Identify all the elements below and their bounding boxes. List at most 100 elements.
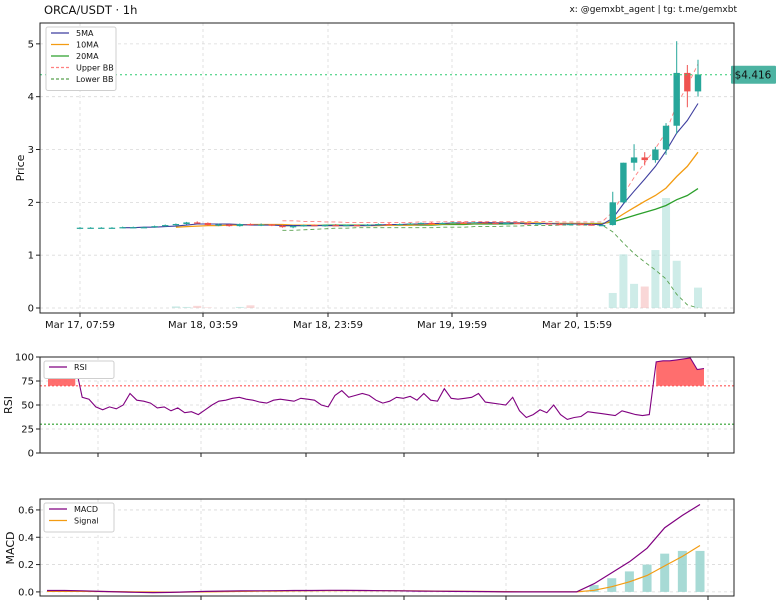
price-axis-label: Price (14, 154, 27, 181)
volume-bar (608, 292, 617, 308)
legend-label: Upper BB (76, 64, 114, 73)
candle-body (588, 224, 595, 226)
volume-bar (193, 305, 202, 308)
candle-body (311, 225, 318, 227)
macd-axis-label: MACD (4, 532, 17, 565)
y-tick-label: 5 (28, 39, 34, 50)
volume-bar (246, 305, 255, 308)
legend-box (43, 360, 115, 379)
candle-body (694, 74, 702, 92)
y-tick-label: 100 (15, 353, 34, 364)
candle-body (545, 223, 553, 225)
y-tick-label: 50 (21, 401, 34, 412)
price-badge (731, 65, 776, 84)
candle-body (407, 223, 414, 225)
volume-bar (694, 287, 702, 308)
macd-histogram-bar (695, 550, 705, 592)
candle-body (503, 222, 510, 225)
candle-body (183, 222, 190, 224)
candle-body (652, 149, 659, 161)
candle-body (609, 202, 616, 226)
candle-body (524, 223, 531, 225)
volume-bar (672, 260, 681, 308)
candle-body (279, 225, 286, 228)
volume-bar (630, 283, 639, 308)
candle-body (630, 157, 638, 163)
y-tick-label: 0 (28, 304, 34, 315)
y-tick-label: 75 (21, 377, 34, 388)
candle-body (332, 225, 339, 227)
legend-label: 10MA (76, 41, 99, 50)
candle-body (98, 227, 105, 229)
candle-body (172, 224, 180, 226)
candle-body (247, 224, 254, 226)
volume-bar (203, 307, 212, 308)
candle-body (76, 227, 84, 229)
y-tick-label: 3 (28, 145, 34, 156)
candle-body (428, 222, 435, 225)
rsi-axis-label: RSI (2, 396, 15, 414)
y-tick-label: 2 (28, 198, 34, 209)
candle-body (225, 224, 233, 227)
rsi-overbought-fill (656, 358, 704, 386)
macd-histogram-bar (607, 578, 617, 592)
rsi-legend: RSI (43, 360, 115, 379)
rsi-line (47, 357, 705, 420)
candle-body (449, 222, 457, 224)
candle-body (460, 222, 467, 224)
volume-bar (235, 306, 244, 308)
candle-body (87, 227, 94, 229)
legend-label: Signal (74, 517, 99, 526)
price-badge-label: $4.416 (735, 70, 772, 82)
candle-body (130, 227, 137, 229)
candle-body (492, 222, 499, 225)
candle-body (289, 226, 297, 228)
y-tick-label: 0 (28, 449, 34, 460)
macd-histogram-bar (589, 585, 599, 592)
candle-body (385, 224, 393, 226)
volume-bar (662, 198, 671, 308)
y-tick-label: 0.2 (18, 560, 34, 571)
candle-body (321, 225, 329, 227)
x-tick-label: Mar 19, 19:59 (417, 320, 487, 331)
candle-body (439, 222, 446, 225)
y-tick-label: 1 (28, 251, 34, 262)
macd-histogram-bar (660, 553, 670, 592)
volume-bar (640, 286, 649, 308)
macd-legend: MACD Signal (43, 502, 115, 533)
candle-body (215, 224, 222, 226)
candle-body (396, 224, 403, 226)
volume-bar (182, 306, 191, 308)
price-legend: 5MA 10MA 20MA Upper BB Lower BB (45, 26, 117, 91)
x-tick-label: Mar 17, 07:59 (45, 320, 115, 331)
legend-box (43, 502, 115, 533)
candle-body (353, 225, 361, 227)
volume-bar (651, 250, 660, 308)
legend-box (45, 26, 117, 91)
candle-body (566, 224, 574, 226)
candle-body (257, 224, 265, 226)
candle-body (641, 157, 648, 161)
macd-histogram-bar (677, 550, 687, 592)
chart-title: ORCA/USDT · 1h (44, 3, 138, 17)
candle-body (684, 72, 691, 92)
y-tick-label: 25 (21, 425, 34, 436)
candle-body (513, 222, 521, 225)
macd-line (47, 503, 701, 594)
candle-body (119, 227, 126, 229)
x-tick-label: Mar 20, 15:59 (542, 320, 612, 331)
author-credit: x: @gemxbt_agent | tg: t.me/gemxbt (569, 5, 737, 15)
candle-body (108, 227, 116, 229)
candle-body (343, 225, 350, 227)
candle-body (268, 224, 275, 226)
x-tick-label: Mar 18, 23:59 (293, 320, 363, 331)
volume-bar (619, 254, 628, 308)
candle-body (236, 224, 244, 227)
signal-line (47, 544, 701, 593)
legend-label: RSI (74, 363, 87, 372)
candle-body (204, 222, 212, 226)
candle-body (556, 224, 563, 226)
candle-body (140, 227, 148, 229)
candle-body (300, 225, 307, 227)
candle-body (620, 162, 627, 203)
